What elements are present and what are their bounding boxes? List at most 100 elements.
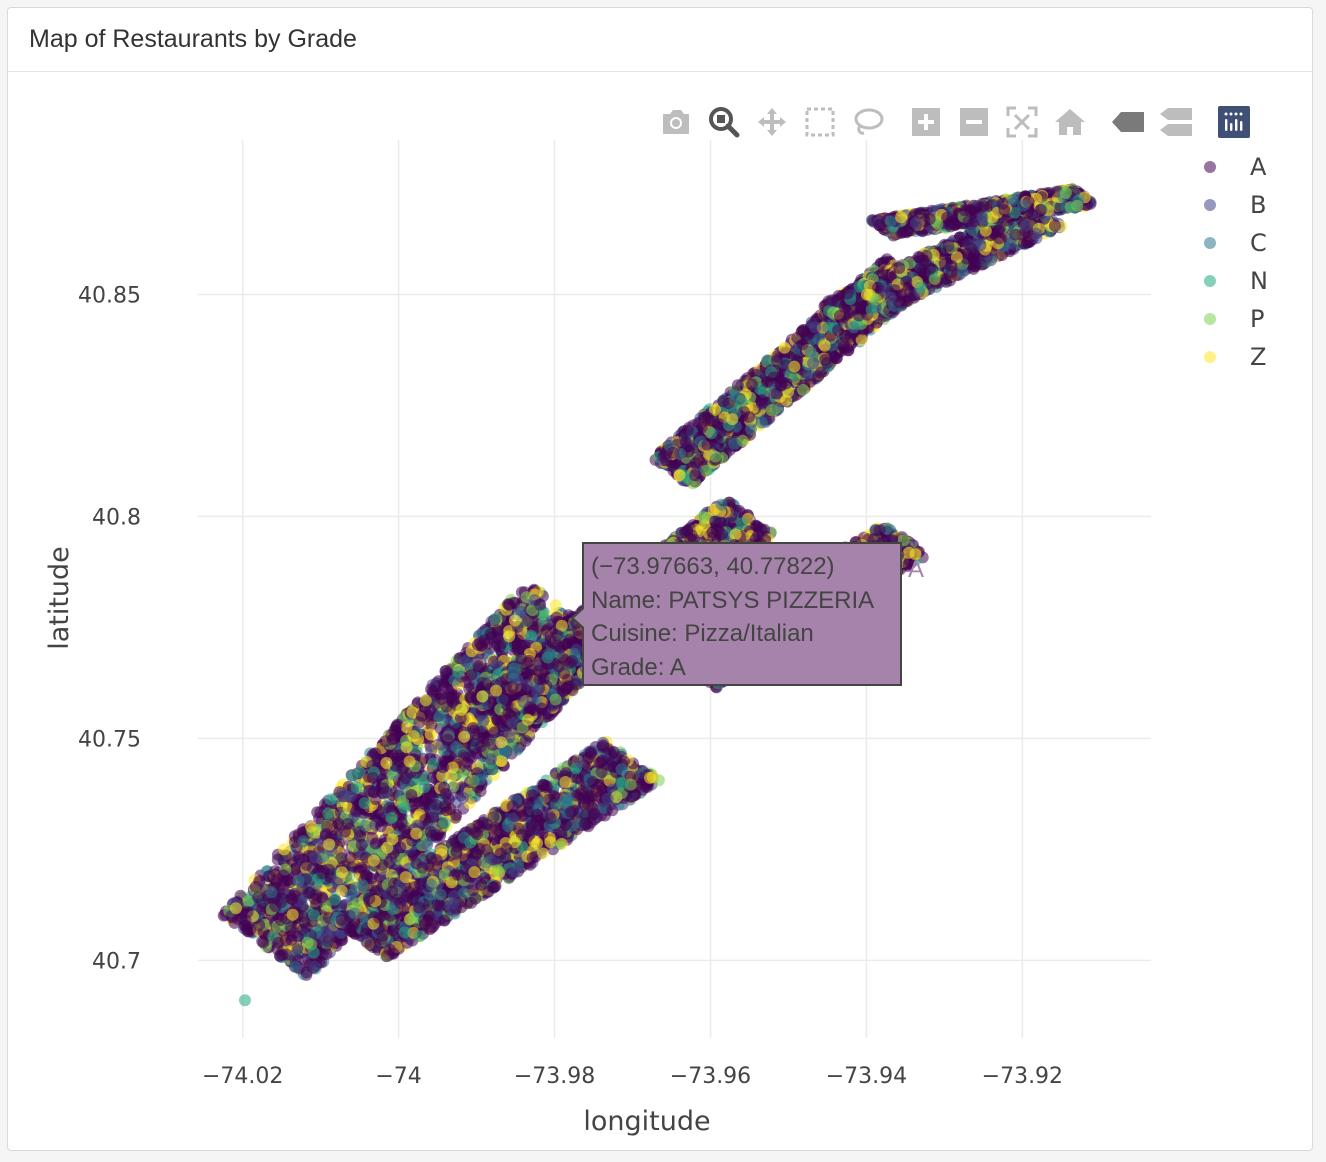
data-point	[424, 728, 437, 741]
data-point	[531, 837, 544, 850]
data-point	[286, 908, 299, 921]
data-point	[458, 887, 470, 900]
data-point	[363, 892, 376, 905]
data-point	[426, 685, 439, 698]
data-point	[508, 865, 521, 878]
chart-card: Map of Restaurants by Grade −74.02 −74 −73…	[7, 7, 1313, 1151]
data-point	[450, 808, 463, 821]
data-point	[323, 863, 336, 876]
data-point	[473, 773, 486, 786]
data-point	[296, 923, 309, 936]
data-point	[548, 790, 561, 803]
data-point	[328, 893, 341, 906]
data-point	[390, 721, 403, 733]
data-point	[305, 820, 317, 833]
data-point	[323, 838, 336, 851]
data-point	[399, 772, 412, 785]
data-point	[380, 950, 393, 963]
data-point	[489, 613, 502, 626]
data-point	[375, 820, 387, 833]
data-point	[447, 897, 460, 910]
card-header: Map of Restaurants by Grade	[8, 8, 1312, 72]
data-point	[526, 789, 539, 802]
data-point	[285, 892, 298, 905]
data-point	[519, 734, 532, 747]
data-point	[471, 828, 484, 841]
data-point	[272, 936, 285, 949]
data-point	[249, 880, 262, 893]
data-point	[265, 886, 278, 899]
data-point	[615, 763, 628, 776]
data-point	[537, 847, 549, 860]
data-point	[601, 792, 614, 805]
data-point	[509, 614, 522, 627]
data-point	[399, 871, 412, 884]
data-point	[526, 851, 539, 864]
data-point	[593, 756, 606, 769]
data-point	[410, 827, 423, 840]
data-point	[346, 770, 358, 782]
data-point	[452, 666, 465, 678]
data-point	[263, 870, 276, 883]
data-point	[488, 726, 501, 739]
data-point	[341, 817, 354, 830]
data-point	[322, 935, 335, 948]
data-point	[476, 725, 489, 738]
data-point	[430, 853, 443, 866]
data-point	[308, 960, 321, 973]
data-point	[346, 920, 359, 933]
data-point	[582, 751, 595, 764]
data-point	[414, 930, 426, 943]
data-point	[555, 837, 568, 850]
data-point	[511, 743, 524, 756]
data-point	[297, 835, 310, 848]
data-point	[503, 598, 516, 611]
data-point	[316, 891, 328, 904]
data-point	[499, 851, 512, 864]
data-point	[486, 763, 499, 776]
data-point	[586, 776, 599, 788]
data-point	[322, 807, 335, 820]
data-point	[475, 878, 488, 891]
data-point	[367, 771, 379, 784]
data-point	[438, 914, 451, 927]
data-point	[385, 812, 398, 824]
data-point	[477, 714, 490, 727]
data-point	[458, 831, 470, 844]
data-point	[289, 960, 302, 973]
data-point	[530, 808, 543, 821]
data-point	[416, 861, 429, 874]
data-point	[252, 891, 265, 904]
data-point	[425, 878, 438, 891]
data-point	[458, 730, 471, 743]
data-point	[434, 888, 447, 901]
data-point	[495, 736, 508, 749]
data-point	[559, 776, 572, 788]
data-point	[277, 869, 290, 882]
data-point	[616, 777, 629, 790]
data-point	[457, 791, 470, 804]
data-point	[380, 756, 393, 769]
data-point	[502, 820, 514, 833]
data-point	[489, 880, 502, 892]
data-point	[355, 838, 368, 851]
data-point	[437, 781, 450, 794]
data-point	[344, 851, 357, 864]
data-point	[469, 892, 482, 905]
data-point	[377, 782, 390, 795]
data-point	[534, 598, 547, 611]
data-point	[506, 800, 519, 813]
data-point	[474, 785, 487, 798]
data-point	[646, 771, 659, 784]
data-point	[367, 854, 380, 867]
data-point	[369, 747, 382, 760]
data-point	[307, 946, 320, 959]
data-point	[544, 812, 557, 825]
card-title: Map of Restaurants by Grade	[29, 25, 357, 53]
data-point	[398, 802, 411, 814]
data-point	[468, 866, 481, 879]
data-point	[451, 868, 464, 881]
data-point	[503, 630, 516, 643]
data-point	[348, 907, 361, 920]
data-point	[446, 695, 459, 708]
